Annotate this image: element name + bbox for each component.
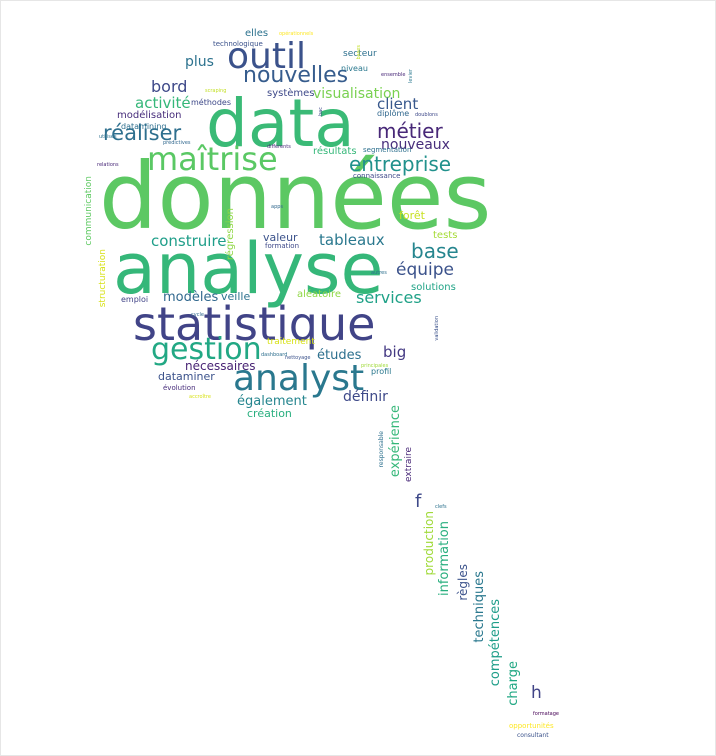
word: ensemble	[381, 72, 406, 78]
word: base	[411, 239, 459, 263]
word: modélisation	[117, 110, 182, 121]
word: résultats	[313, 146, 357, 157]
word: modèles	[163, 290, 219, 305]
word: également	[237, 394, 307, 409]
word: formation	[265, 242, 300, 250]
word: structuration	[98, 249, 108, 308]
word: tests	[433, 230, 458, 241]
word: niveau	[341, 64, 368, 73]
word: entreprise	[349, 152, 452, 176]
word: valeur	[263, 231, 298, 244]
word: analyst	[233, 358, 365, 399]
word: services	[356, 288, 422, 307]
word: clefs	[435, 504, 447, 510]
word: réaliser	[103, 121, 182, 145]
word: nouveaux	[381, 137, 450, 153]
word: charge	[506, 661, 521, 706]
word: diplôme	[377, 109, 410, 118]
word: client	[377, 95, 419, 113]
word: techniques	[472, 571, 487, 643]
word: segmentation	[363, 146, 412, 154]
word: veille	[221, 290, 251, 303]
word: f	[415, 491, 422, 512]
word: big	[383, 343, 407, 361]
word: nettoyage	[285, 355, 311, 361]
word: bac	[318, 107, 324, 116]
word: doublons	[415, 112, 438, 118]
word: forêt	[399, 209, 425, 222]
word: systèmes	[267, 88, 315, 99]
word: h	[531, 683, 542, 703]
word: analyse	[113, 228, 384, 310]
word: formatage	[533, 711, 559, 717]
word: solutions	[411, 282, 456, 293]
word: extraire	[404, 447, 414, 482]
word: métier	[377, 119, 443, 143]
word: aléatoire	[297, 289, 342, 300]
word: scraping	[205, 88, 227, 94]
word: emploi	[121, 295, 149, 304]
word: outil	[227, 36, 306, 77]
word: principales	[361, 363, 389, 369]
word: accroître	[189, 394, 211, 400]
word: tableaux	[319, 231, 385, 249]
word: communication	[84, 176, 94, 246]
word: responsable	[378, 431, 385, 468]
word: technologique	[213, 40, 263, 48]
word: utilisés	[99, 134, 117, 140]
word: apps	[271, 204, 284, 210]
word: définir	[343, 389, 388, 405]
word: nécessaires	[185, 359, 256, 373]
word: secteur	[343, 49, 377, 59]
word: information	[437, 521, 452, 597]
word: production	[422, 511, 436, 576]
word: régression	[225, 208, 236, 261]
word: statistique	[133, 297, 376, 351]
word: compétences	[488, 599, 503, 687]
word: traitement	[267, 337, 315, 347]
word: visualisation	[313, 86, 401, 102]
word: relations	[97, 162, 119, 168]
word: équipe	[396, 260, 454, 280]
word: construire	[151, 232, 227, 250]
word: profil	[371, 367, 392, 376]
word: cycle	[191, 312, 204, 318]
word: opportunités	[509, 722, 554, 730]
word: opérationnels	[279, 31, 314, 37]
word: bord	[151, 77, 188, 96]
word: elles	[245, 28, 269, 39]
word: levier	[408, 69, 414, 83]
word: règles	[456, 564, 470, 601]
word: autres	[371, 270, 387, 276]
word: activité	[135, 94, 191, 112]
word: évolution	[163, 384, 196, 392]
word: consultant	[517, 732, 549, 739]
word: bases	[356, 45, 362, 60]
word: dataminer	[158, 370, 215, 383]
word: études	[317, 348, 362, 363]
word: nouvelles	[243, 63, 349, 88]
word: dashboard	[261, 352, 288, 358]
word: maîtrise	[147, 140, 278, 178]
word: données	[99, 143, 492, 250]
word: méthodes	[191, 98, 231, 107]
word: connaissance	[353, 172, 401, 180]
word: expérience	[388, 405, 403, 478]
word: plus	[185, 54, 214, 70]
word: data	[206, 85, 355, 162]
word: datamining	[121, 122, 167, 131]
word: création	[247, 407, 292, 420]
word: différents	[267, 144, 291, 150]
word: gestion	[151, 332, 262, 367]
word: prédictives	[163, 140, 191, 146]
word: validation	[434, 316, 440, 341]
